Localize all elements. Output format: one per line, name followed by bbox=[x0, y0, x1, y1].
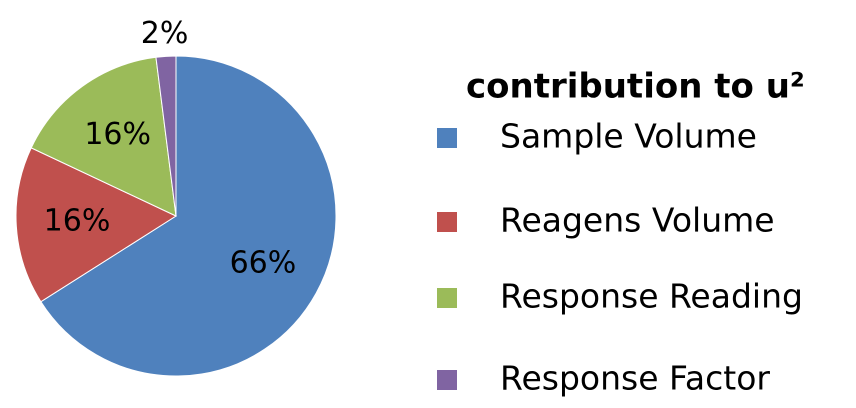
legend-label: Sample Volume bbox=[500, 117, 757, 156]
legend-swatch bbox=[437, 128, 457, 148]
legend-swatch bbox=[437, 370, 457, 390]
pie-slice bbox=[155, 55, 177, 217]
legend-swatch bbox=[437, 212, 457, 232]
pie-slice bbox=[30, 56, 177, 217]
legend-label: Response Factor bbox=[500, 359, 770, 398]
legend-title: contribution to u² bbox=[466, 67, 805, 107]
data-label: 16% bbox=[44, 204, 111, 239]
legend-swatch bbox=[437, 288, 457, 308]
data-label: 2% bbox=[141, 16, 189, 51]
pie-slice bbox=[40, 55, 337, 377]
legend-label: Reagens Volume bbox=[500, 201, 775, 240]
legend-label: Response Reading bbox=[500, 277, 803, 316]
pie-slice bbox=[15, 147, 178, 303]
data-label: 16% bbox=[84, 117, 151, 152]
data-label: 66% bbox=[230, 245, 297, 280]
